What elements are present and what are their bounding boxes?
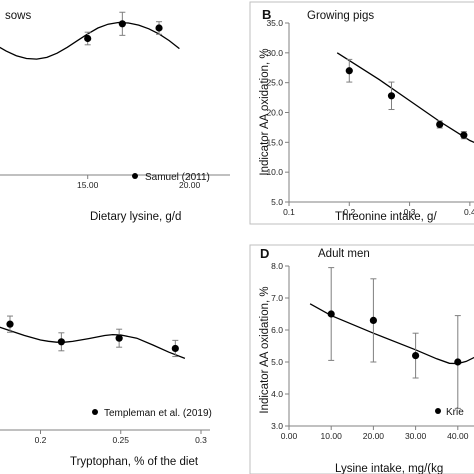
data-layer [0,11,180,60]
panel-title: sows [5,10,31,22]
data-point [57,338,65,346]
fit-curve [0,21,180,60]
legend-marker [92,409,98,415]
x-axis-label: Lysine intake, mg/(kg [335,463,443,474]
fit-curve [336,52,474,143]
x-tick-label: 0.2 [343,207,355,217]
y-tick-label: 8.0 [271,261,283,271]
x-tick-label: 0.3 [404,207,416,217]
x-tick-label: 15.00 [77,180,99,190]
data-point [84,34,92,43]
y-tick-label: 5.0 [271,357,283,367]
x-tick-label: 0.2 [35,435,47,445]
data-point [387,92,396,100]
panel-letter: B [262,7,271,22]
fit-curve [309,303,474,365]
data-point [369,316,377,324]
y-tick-label: 15.0 [266,137,283,147]
y-tick-label: 6.0 [271,325,283,335]
x-axis-label: Threonine intake, g/ [335,211,437,223]
panel-title: Growing pigs [307,10,374,22]
legend-label: Krie [446,407,464,418]
y-tick-label: 35.0 [266,18,283,28]
x-tick-label: 0.4 [464,207,474,217]
fit-curve [0,326,186,360]
x-tick-label: 0.00 [281,431,298,441]
y-tick-label: 20.0 [266,108,283,118]
x-tick-label: 20.00 [363,431,385,441]
panel-letter: D [260,246,269,261]
y-tick-label: 5.0 [271,197,283,207]
y-axis-label: Indicator AA oxidation, % [259,48,271,175]
x-tick-label: 40.00 [447,431,469,441]
x-axis-label: Dietary lysine, g/d [90,211,181,223]
data-layer [0,315,186,360]
panel-frame [249,1,474,225]
panel-2: 0.1 0.2 0.3 0.4 5.0 10.0 15.0 20.0 25.0 30.0 35.0 T… [249,1,474,225]
panel-4: 0.00 10.00 20.00 30.00 40.00 3.0 4.0 5.0 6.0 7.0 8… [249,244,474,474]
y-tick-label: 7.0 [271,293,283,303]
x-tick-label: 0.1 [283,207,295,217]
x-tick-label: 30.00 [405,431,427,441]
y-tick-label: 3.0 [271,421,283,431]
x-tick-label: 0.3 [195,435,207,445]
x-axis-label: Tryptophan, % of the diet [70,456,199,468]
data-point [454,358,462,366]
data-layer [309,267,474,409]
data-point [345,67,353,75]
x-tick-label: 20.00 [179,180,201,190]
data-point [6,320,14,328]
y-tick-label: 25.0 [266,78,283,88]
data-point [155,24,163,32]
data-point [436,120,444,129]
data-point [118,20,126,28]
y-tick-label: 30.0 [266,48,283,58]
panel-frame [249,244,474,474]
x-tick-label: 10.00 [321,431,343,441]
data-point [412,352,420,360]
y-axis-label: Indicator AA oxidation, % [259,286,271,413]
legend-label: Samuel (2011) [145,172,210,183]
legend-marker [435,408,441,414]
data-layer [336,52,474,143]
legend-marker [132,173,138,179]
y-tick-label: 10.0 [266,167,283,177]
x-tick-label: 0.25 [112,435,129,445]
data-point [171,344,179,353]
data-point [460,131,468,139]
panel-title: Adult men [318,248,370,260]
data-point [327,310,335,318]
data-point [115,334,123,342]
y-tick-label: 4.0 [271,389,283,399]
legend-label: Templeman et al. (2019) [104,408,212,419]
